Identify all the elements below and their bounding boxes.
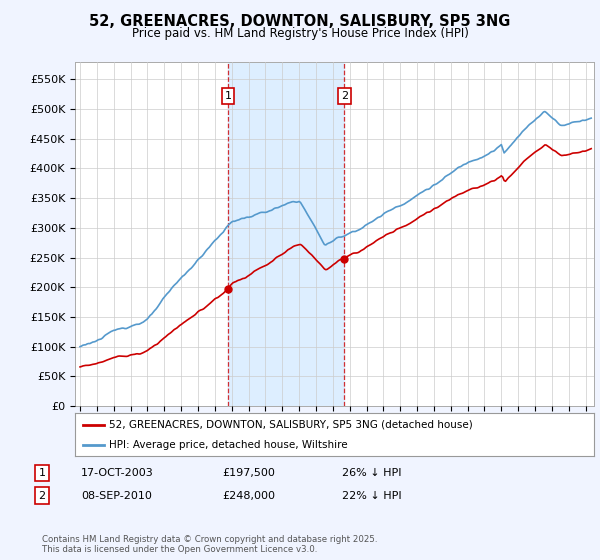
Text: Price paid vs. HM Land Registry's House Price Index (HPI): Price paid vs. HM Land Registry's House … xyxy=(131,27,469,40)
Text: 26% ↓ HPI: 26% ↓ HPI xyxy=(342,468,401,478)
Text: HPI: Average price, detached house, Wiltshire: HPI: Average price, detached house, Wilt… xyxy=(109,441,347,450)
Text: £248,000: £248,000 xyxy=(222,491,275,501)
Text: 22% ↓ HPI: 22% ↓ HPI xyxy=(342,491,401,501)
Text: 1: 1 xyxy=(224,91,232,101)
Text: 2: 2 xyxy=(38,491,46,501)
Text: £197,500: £197,500 xyxy=(222,468,275,478)
Text: Contains HM Land Registry data © Crown copyright and database right 2025.
This d: Contains HM Land Registry data © Crown c… xyxy=(42,535,377,554)
Text: 52, GREENACRES, DOWNTON, SALISBURY, SP5 3NG (detached house): 52, GREENACRES, DOWNTON, SALISBURY, SP5 … xyxy=(109,419,472,430)
Text: 1: 1 xyxy=(38,468,46,478)
Bar xyxy=(228,62,344,406)
Text: 2: 2 xyxy=(341,91,348,101)
Text: 08-SEP-2010: 08-SEP-2010 xyxy=(81,491,152,501)
Text: 17-OCT-2003: 17-OCT-2003 xyxy=(81,468,154,478)
Text: 52, GREENACRES, DOWNTON, SALISBURY, SP5 3NG: 52, GREENACRES, DOWNTON, SALISBURY, SP5 … xyxy=(89,14,511,29)
